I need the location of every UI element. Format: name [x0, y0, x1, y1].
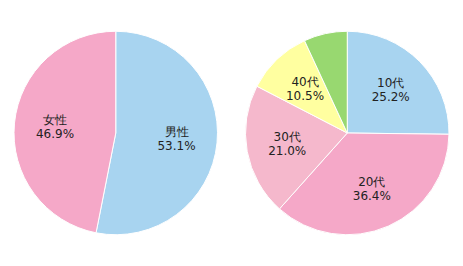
category-label: 男性	[165, 125, 189, 139]
pie-labels: 10代25.2% 20代36.4% 30代21.0% 40代10.5%	[268, 75, 410, 203]
slice-label: 男性53.1%	[157, 125, 195, 153]
chart-canvas: 男性53.1% 女性46.9% 10代25.2% 20代36.4% 30代21.0% 40…	[0, 0, 463, 266]
category-label: 30代	[274, 130, 301, 144]
slice-label: 30代21.0%	[268, 130, 306, 158]
value-label: 21.0%	[268, 144, 306, 158]
value-label: 36.4%	[353, 189, 391, 203]
category-label: 40代	[291, 75, 318, 89]
slice-label: 女性46.9%	[36, 113, 74, 141]
pie-slice	[347, 31, 449, 134]
pie-labels: 男性53.1% 女性46.9%	[36, 113, 196, 153]
category-label: 女性	[43, 113, 67, 127]
value-label: 25.2%	[372, 90, 410, 104]
value-label: 53.1%	[157, 139, 195, 153]
pie-slice	[14, 31, 116, 233]
slice-label: 20代36.4%	[353, 175, 391, 203]
value-label: 46.9%	[36, 127, 74, 141]
slice-label: 40代10.5%	[286, 75, 324, 103]
pie	[14, 31, 218, 235]
value-label: 10.5%	[286, 89, 324, 103]
category-label: 20代	[358, 175, 385, 189]
slice-label: 10代25.2%	[372, 76, 410, 104]
pie	[246, 31, 450, 234]
category-label: 10代	[377, 76, 404, 90]
